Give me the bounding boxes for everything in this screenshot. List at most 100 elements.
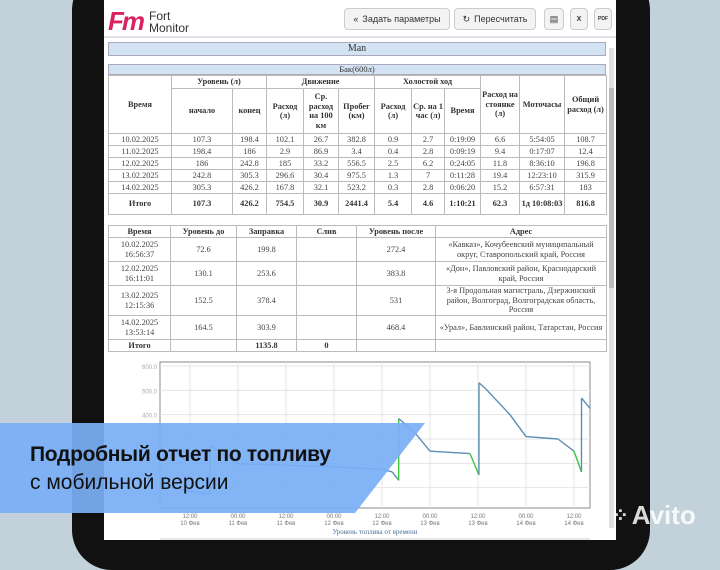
refuel-cell: «Урал», Бавлинский район, Татарстан, Рос… [436,316,607,340]
refuel-cell [297,316,357,340]
table-cell: 19.4 [481,170,520,182]
refuel-header: Уровень после [357,226,436,238]
table-cell: 186 [233,146,267,158]
total-cell: 1д 10:08:03 [520,194,565,215]
refuel-cell: 14.02.2025 13:53:14 [109,316,171,340]
x-tick-label: 12:00 [566,514,582,520]
refuel-cell: 468.4 [357,316,436,340]
refuel-cell: 72.6 [171,238,237,262]
chart-title: Уровень топлива от времени [332,528,417,536]
refuel-total-cell [357,340,436,352]
excel-button[interactable]: X [570,8,588,30]
scrollbar-thumb[interactable] [609,88,614,288]
refuel-cell: 272.4 [357,238,436,262]
pdf-icon: PDF [598,16,608,22]
table-cell: 9.4 [481,146,520,158]
table-cell: 196.8 [565,158,607,170]
subheader: начало [172,89,233,134]
table-cell: 3.4 [339,146,375,158]
refuel-cell: «Дон», Павловский район, Краснодарский к… [436,262,607,286]
refuel-header: Уровень до [171,226,237,238]
total-cell: 1:10:21 [445,194,481,215]
refuel-cell: 383.8 [357,262,436,286]
subheader: Пробег (км) [339,89,375,134]
total-cell: Итого [109,194,172,215]
total-cell: 754.5 [267,194,304,215]
refuel-cell: 12.02.2025 16:11:01 [109,262,171,286]
x-tick-label: 11 Фев [277,521,296,527]
recalculate-button[interactable]: ↻Пересчитать [454,8,536,30]
table-cell: 2.8 [412,182,445,194]
pdf-button[interactable]: PDF [594,8,612,30]
table-cell: 14.02.2025 [109,182,172,194]
avito-logo-icon: ⁘ [612,503,629,528]
table-cell: 102.1 [267,134,304,146]
table-cell: 167.8 [267,182,304,194]
refuel-total-cell [436,340,607,352]
table-cell: 0:06:20 [445,182,481,194]
table-cell: 242.8 [233,158,267,170]
table-cell: 0:17:07 [520,146,565,158]
subheader: Время [445,89,481,134]
col-idle: Холостой ход [375,76,481,89]
table-cell: 1.3 [375,170,412,182]
table-cell: 0.9 [375,134,412,146]
x-tick-label: 00:00 [518,514,534,520]
table-cell: 198.4 [172,146,233,158]
subheader: Расход (л) [267,89,304,134]
refuel-header: Время [109,226,171,238]
subheader: конец [233,89,267,134]
table-cell: 2.9 [267,146,304,158]
table-cell: 0:24:05 [445,158,481,170]
table-cell: 6.2 [412,158,445,170]
refuel-cell: 164.5 [171,316,237,340]
tank-title: Бак(600л) [108,64,606,75]
x-tick-label: 10 Фев [180,521,199,527]
table-cell: 0:11:28 [445,170,481,182]
table-cell: 11.02.2025 [109,146,172,158]
refuel-total-cell [171,340,237,352]
x-tick-label: 11 Фев [229,521,248,527]
table-cell: 6.6 [481,134,520,146]
table-cell: 6:57:31 [520,182,565,194]
col-level: Уровень (л) [172,76,267,89]
vehicle-title: Man [108,42,606,56]
promo-subtitle: с мобильной версии [30,471,331,495]
refuel-cell: 378.4 [237,286,297,316]
table-cell: 0.3 [375,182,412,194]
chevrons-left-icon: « [353,14,358,24]
set-params-button[interactable]: «Задать параметры [344,8,450,30]
promo-text: Подробный отчет по топливу с мобильной в… [30,443,331,495]
table-cell: 12.02.2025 [109,158,172,170]
subheader: Ср. расход на 100 км [304,89,339,134]
x-tick-label: 12 Фев [324,521,343,527]
scrollbar[interactable] [609,48,614,528]
excel-icon: X [577,16,582,23]
refuel-cell: 303.9 [237,316,297,340]
table-cell: 2.5 [375,158,412,170]
refuel-cell: 253.6 [237,262,297,286]
refuel-cell: «Кавказ», Кочубеевский муниципальный окр… [436,238,607,262]
y-tick-label: 400.0 [142,414,158,420]
table-cell: 426.2 [233,182,267,194]
table-cell: 556.5 [339,158,375,170]
table-cell: 15.2 [481,182,520,194]
print-button[interactable]: ▤ [544,8,564,30]
subheader: Расход (л) [375,89,412,134]
summary-table: Время Уровень (л) Движение Холостой ход … [108,75,607,215]
col-engine-hours: Моточасы [520,76,565,134]
table-cell: 0:09:19 [445,146,481,158]
refuel-cell: 13.02.2025 12:15:36 [109,286,171,316]
report: Man Бак(600л) Время Уровень (л) Движение… [108,42,606,352]
